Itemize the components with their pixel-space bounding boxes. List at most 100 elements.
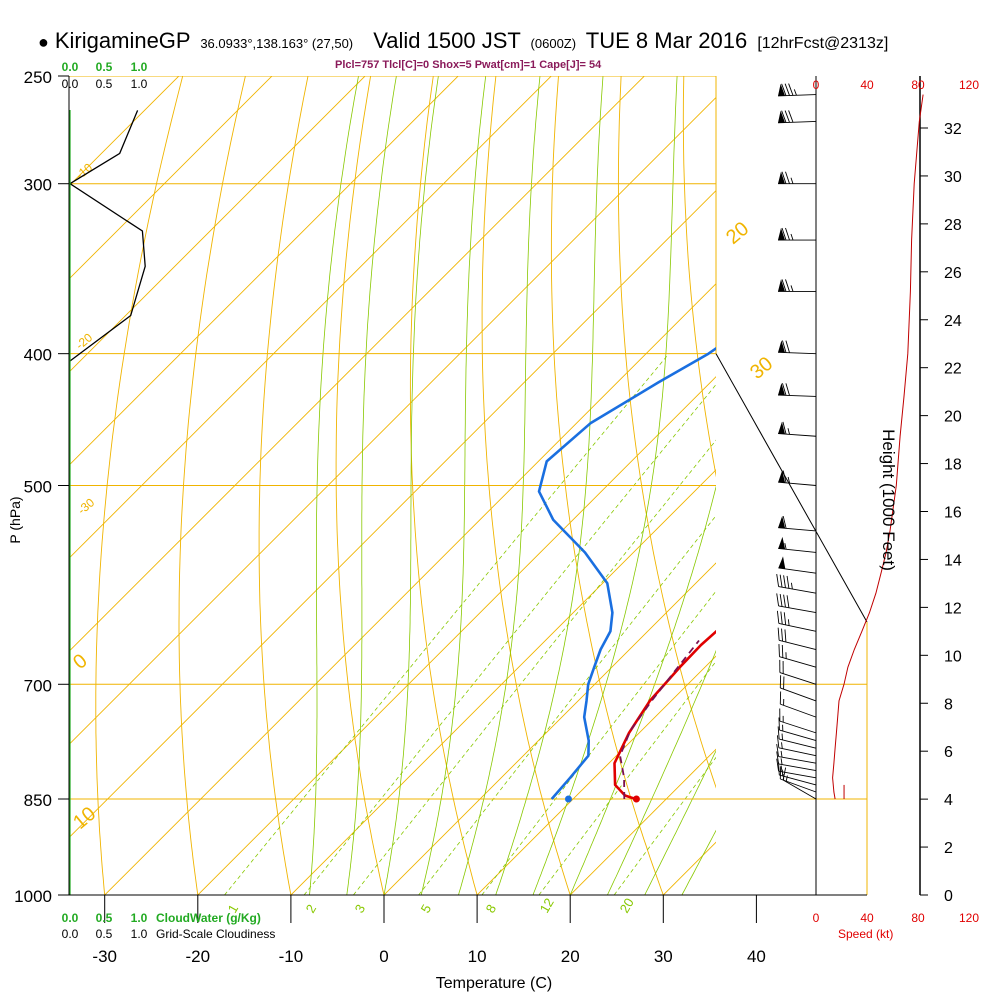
wind-barb-staff <box>779 656 817 668</box>
mixing-ratio-line <box>613 756 716 895</box>
dry-adiabat-label: 10 <box>69 803 100 834</box>
station-dot-icon: ● <box>38 32 49 52</box>
top-cloudiness-tick: 1.0 <box>131 77 148 91</box>
wind-barb-staff <box>778 747 817 757</box>
isotherm-line <box>69 76 459 466</box>
wind-barb-feather <box>777 726 780 740</box>
wind-barb-feather <box>778 762 780 776</box>
wind-barb-feather <box>784 629 787 643</box>
moist-adiabat-line <box>495 76 604 895</box>
valid-time: Valid 1500 JST <box>373 28 521 53</box>
wind-barb-staff <box>778 623 817 632</box>
moist-adiabat-line <box>383 76 439 895</box>
dry-adiabat-label: -30 <box>75 495 98 517</box>
wind-barb-feather <box>776 758 780 772</box>
wind-barb-staff <box>778 756 817 764</box>
wind-barb <box>778 644 817 668</box>
top-speed-tick: 80 <box>911 78 925 92</box>
temp-tick-label: -10 <box>279 947 304 966</box>
dry-adiabat-line <box>409 76 478 895</box>
wind-barb-feather <box>782 421 787 435</box>
top-cloudwater-tick: 1.0 <box>131 60 148 74</box>
wind-barb-half-feather <box>790 233 794 241</box>
wind-barb-feather <box>788 83 794 96</box>
wind-barb-flag <box>778 470 786 483</box>
valid-zulu: (0600Z) <box>530 36 577 51</box>
isotherm-line <box>69 189 716 839</box>
wind-barb-feather <box>781 227 787 241</box>
wind-barb <box>776 743 817 764</box>
dry-adiabat-line <box>335 76 385 895</box>
wind-barb-feather <box>782 515 787 529</box>
wind-barb-feather <box>785 383 790 396</box>
wind-barb-feather <box>778 717 780 731</box>
wind-barb-half-feather <box>780 758 783 765</box>
height-tick-label: 12 <box>944 600 962 617</box>
dry-adiabat-line <box>95 76 184 895</box>
station-name: KirigamineGP <box>54 28 191 53</box>
wind-barb-flag <box>778 279 785 292</box>
wind-barb-half-feather <box>790 177 794 184</box>
dry-adiabat-label: 30 <box>746 353 777 384</box>
wind-barb <box>779 675 817 702</box>
temp-tick-label: -20 <box>186 947 211 966</box>
wind-barb-half-feather <box>790 582 793 590</box>
wind-barb-staff <box>778 433 817 437</box>
wind-barb <box>777 726 817 749</box>
isotherm-line <box>69 76 646 653</box>
height-tick-label: 2 <box>944 840 953 857</box>
stability-indices: Plcl=757 Tlcl[C]=0 Shox=5 Pwat[cm]=1 Cap… <box>335 59 602 71</box>
wind-barb-feather <box>786 575 790 589</box>
wind-barb-staff <box>778 548 817 553</box>
wind-barb-feather <box>776 743 780 757</box>
wind-barb-flag <box>778 421 786 435</box>
wind-barb-staff <box>779 639 817 650</box>
dry-adiabat-line <box>682 76 716 478</box>
wind-barb-staff <box>780 687 817 702</box>
isotherm-line <box>69 76 366 373</box>
wind-barb-staff <box>779 774 817 786</box>
bottom-cloudwater-tick: 1.0 <box>131 911 148 925</box>
temp-tick-label: 40 <box>747 947 766 966</box>
bottom-cloudwater-tick: 0.5 <box>96 911 113 925</box>
wind-barb-feather <box>785 279 790 292</box>
wind-barb-feather <box>781 83 787 96</box>
height-axis-label: Height (1000 Feet) <box>879 429 898 571</box>
wind-barb-feather <box>785 340 790 353</box>
wind-barb-staff <box>782 779 817 800</box>
wind-barb <box>778 279 816 292</box>
wind-barb <box>776 593 817 614</box>
wind-barb-half-feather <box>780 750 783 758</box>
wind-barb-half-feather <box>790 285 794 292</box>
mixing-ratio-line <box>353 439 716 895</box>
wind-barb-flag <box>778 171 785 184</box>
speed-label: Speed (kt) <box>838 927 893 941</box>
wind-barb-feather <box>784 83 790 96</box>
moist-adiabat-line <box>719 76 1000 895</box>
wind-barb <box>778 110 817 124</box>
pressure-tick-label: 700 <box>24 676 52 695</box>
wind-barb-feather <box>783 612 787 625</box>
dry-adiabat-line <box>807 0 1000 924</box>
wind-barb <box>778 762 817 786</box>
wind-barb-half-feather <box>781 742 783 749</box>
height-tick-label: 4 <box>944 792 953 809</box>
wind-barb <box>779 766 817 793</box>
wind-barb <box>778 470 817 486</box>
wind-barb <box>779 708 817 734</box>
dewpoint-line <box>537 346 716 800</box>
moist-adiabat-line <box>681 829 716 895</box>
dry-adiabat-line <box>746 0 957 924</box>
mixing-ratio-line <box>481 590 716 895</box>
wind-barb-staff <box>779 672 817 685</box>
isotherm-line <box>104 283 716 895</box>
wind-barb-feather <box>776 610 780 624</box>
moist-adiabat-line <box>644 750 716 895</box>
moist-adiabat-line <box>569 485 716 895</box>
sfc-temperature-marker <box>632 795 640 803</box>
wind-barb-half-feather <box>780 765 783 772</box>
wind-barb-flag <box>778 515 786 529</box>
isotherm-line <box>69 96 716 746</box>
wind-barb <box>776 758 817 779</box>
moist-adiabat-line <box>420 76 487 895</box>
